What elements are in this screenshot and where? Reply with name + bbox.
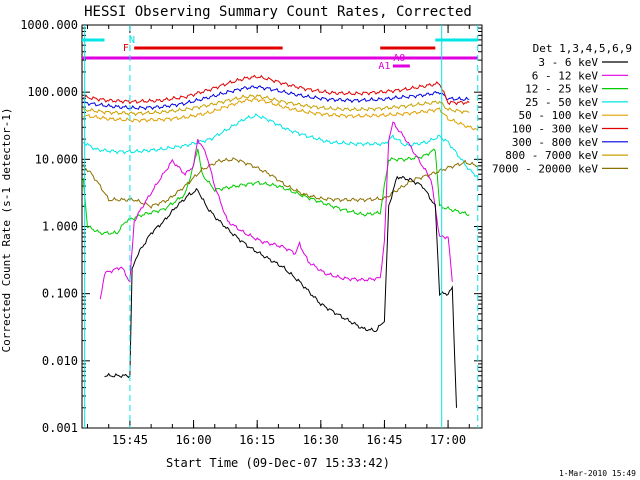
series-line-3to6keV <box>104 175 457 408</box>
chart-title: HESSI Observing Summary Count Rates, Cor… <box>84 4 472 20</box>
x-tick-label: 15:45 <box>112 433 148 447</box>
flag-label-a1: A1 <box>378 61 390 72</box>
series-line-100to300keV <box>83 74 470 106</box>
legend-label: 7000 - 20000 keV <box>492 162 598 175</box>
y-tick-label: 0.100 <box>42 287 78 301</box>
legend-label: 100 - 300 keV <box>512 123 598 136</box>
flag-label-f: F <box>123 43 129 54</box>
footer-date: 1-Mar-2010 15:49 <box>559 469 636 478</box>
y-tick-label: 100.000 <box>27 85 78 99</box>
y-tick-label: 0.010 <box>42 354 78 368</box>
legend-label: 800 - 7000 keV <box>505 149 598 162</box>
series-line-7000to20000keV <box>82 157 479 209</box>
x-tick-label: 16:45 <box>366 433 402 447</box>
y-tick-label: 10.000 <box>35 152 78 166</box>
series-line-50to100keV <box>82 97 478 131</box>
x-tick-label: 17:00 <box>430 433 466 447</box>
x-tick-label: 16:30 <box>303 433 339 447</box>
series-line-6to12keV <box>99 121 453 300</box>
y-tick-label: 0.001 <box>42 421 78 435</box>
plot-frame <box>81 24 483 429</box>
series-line-25to50keV <box>82 113 479 178</box>
x-tick-label: 16:15 <box>239 433 275 447</box>
series-line-300to800keV <box>83 85 470 111</box>
series-layer <box>82 74 479 408</box>
y-tick-label: 1000.000 <box>20 18 78 32</box>
series-line-800to7000keV <box>82 94 470 117</box>
series-line-12to25keV <box>82 148 470 236</box>
legend-label: 6 - 12 keV <box>532 69 599 82</box>
y-tick-label: 1.000 <box>42 220 78 234</box>
flag-label-n: N <box>129 35 135 46</box>
legend-label: 300 - 800 keV <box>512 136 598 149</box>
x-axis-label: Start Time (09-Dec-07 15:33:42) <box>166 456 390 470</box>
legend-label: 12 - 25 keV <box>525 83 598 96</box>
y-axis-label: Corrected Count Rate (s-1 detector-1) <box>0 107 13 352</box>
plot-axes: 0.001 0.010 0.100 1.000 10.000 100.000 1000.00… <box>20 18 483 447</box>
legend-title: Det 1,3,4,5,6,9 <box>533 42 632 55</box>
legend-label: 3 - 6 keV <box>538 56 598 69</box>
x-tick-label: 16:00 <box>175 433 211 447</box>
legend-label: 25 - 50 keV <box>525 96 598 109</box>
legend-label: 50 - 100 keV <box>519 109 599 122</box>
flag-label-a0: A0 <box>393 53 405 64</box>
